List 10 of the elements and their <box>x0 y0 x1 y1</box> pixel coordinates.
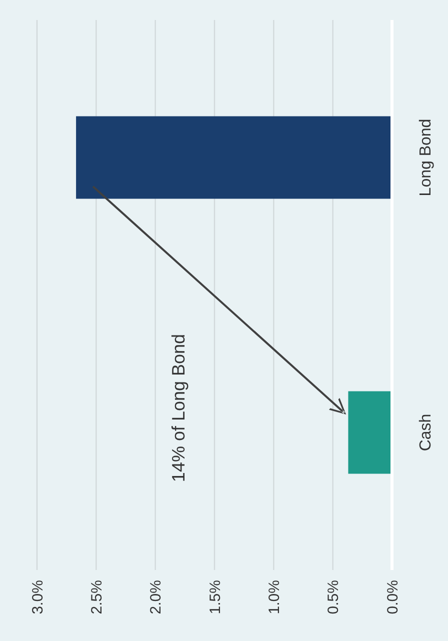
y-tick-label: Long Bond <box>418 118 435 196</box>
x-tick-label: 2.5% <box>88 580 106 614</box>
x-tick-label: 0.5% <box>325 580 342 614</box>
x-tick-label: 1.0% <box>266 580 283 614</box>
x-tick-label: 3.0% <box>29 580 46 614</box>
annotation: 14% of Long Bond <box>168 334 188 482</box>
x-tick-label: 1.5% <box>206 580 224 614</box>
x-tick-label: 2.0% <box>148 580 165 614</box>
y-tick-label: Cash <box>418 414 435 452</box>
x-tick-label: 0.0% <box>384 580 402 614</box>
